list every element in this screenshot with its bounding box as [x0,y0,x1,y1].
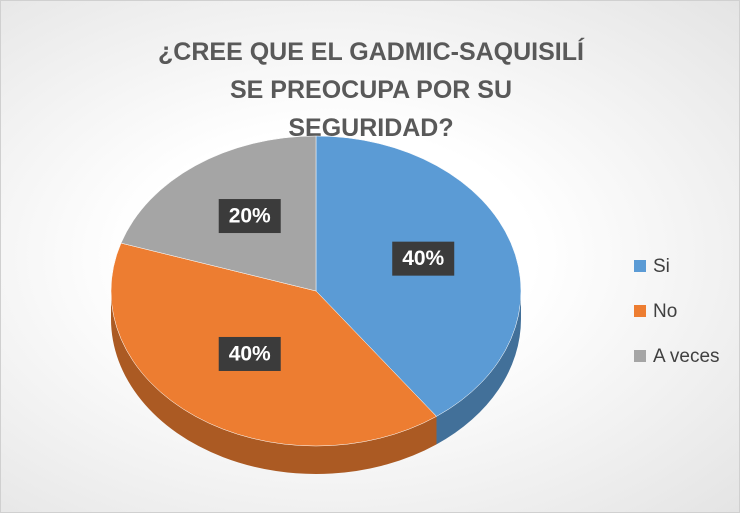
slice-side [111,291,437,474]
data-label: 40% [402,247,444,270]
legend-swatch [634,305,646,317]
data-label: 40% [229,343,271,366]
legend-label: A veces [653,346,720,367]
legend-swatch [634,260,646,272]
data-label: 20% [229,205,271,228]
data-label-box [392,241,455,276]
legend-swatch [634,350,646,362]
slice [120,135,317,292]
legend-label: No [653,301,677,322]
slice-side [436,291,521,445]
slice [315,135,522,417]
chart-title: ¿CREE QUE EL GADMIC-SAQUISILÍ SE PREOCUP… [158,38,584,142]
legend-label: Si [653,256,670,277]
data-label-box [218,199,281,234]
data-label-box [218,336,281,371]
